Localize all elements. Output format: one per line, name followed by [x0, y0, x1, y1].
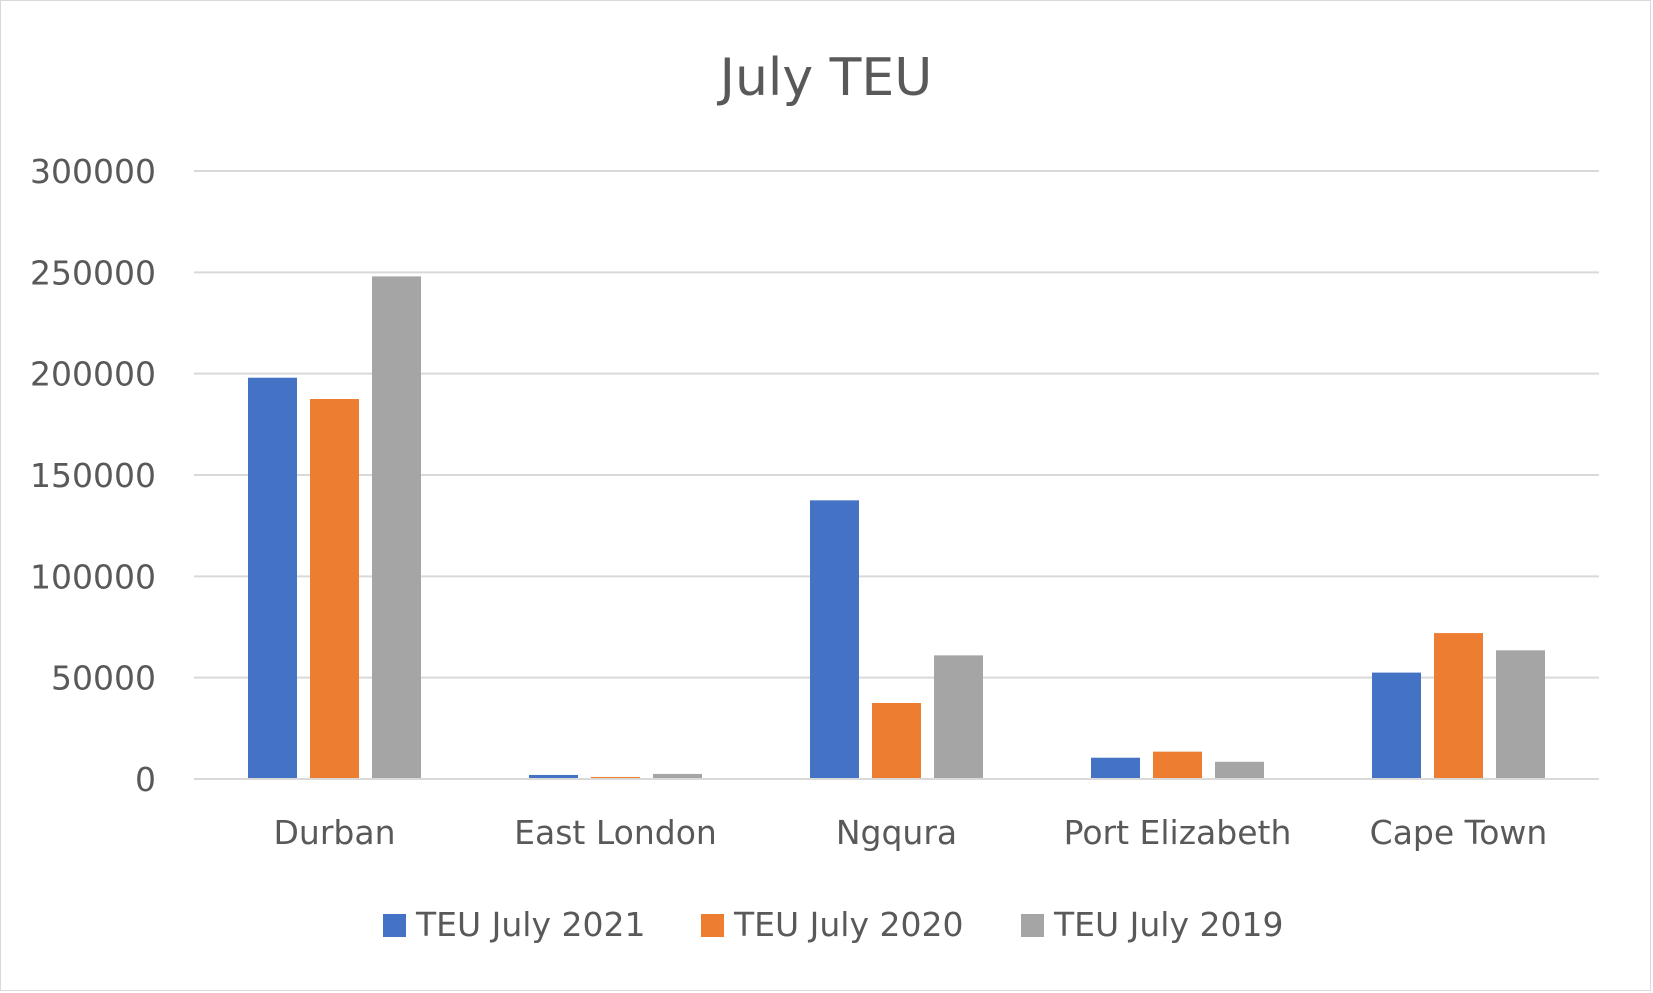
- y-axis-tick-labels: 0 50000 100000 150000 200000 250000 300000: [30, 152, 156, 799]
- bar: [372, 276, 421, 779]
- bar: [591, 776, 640, 779]
- bar: [529, 774, 578, 779]
- legend-label: TEU July 2019: [1053, 905, 1283, 944]
- legend-swatch: [1021, 914, 1044, 937]
- legend-label: TEU July 2020: [733, 905, 963, 944]
- bar: [1091, 757, 1140, 779]
- chart-title: July TEU: [717, 48, 933, 108]
- bar: [1372, 672, 1421, 779]
- y-tick-label: 250000: [30, 253, 156, 292]
- bar: [1153, 751, 1202, 779]
- bar: [872, 703, 921, 779]
- y-tick-label: 0: [135, 760, 156, 799]
- legend-swatch: [383, 914, 406, 937]
- x-axis-category-labels: Durban East London Ngqura Port Elizabeth Cap…: [274, 813, 1548, 852]
- bars: [248, 276, 1545, 779]
- y-tick-label: 200000: [30, 355, 156, 394]
- x-category-label: Cape Town: [1370, 813, 1548, 852]
- bar: [310, 399, 359, 779]
- x-category-label: Port Elizabeth: [1064, 813, 1292, 852]
- x-category-label: East London: [514, 813, 717, 852]
- gridlines: [194, 170, 1599, 679]
- bar: [653, 773, 702, 779]
- x-category-label: Durban: [274, 813, 396, 852]
- y-tick-label: 150000: [30, 456, 156, 495]
- bar: [1215, 761, 1264, 779]
- bar: [1496, 650, 1545, 779]
- bar: [934, 655, 983, 779]
- y-tick-label: 100000: [30, 557, 156, 596]
- legend-label: TEU July 2021: [415, 905, 645, 944]
- x-category-label: Ngqura: [836, 813, 957, 852]
- legend: TEU July 2021 TEU July 2020 TEU July 2019: [383, 905, 1283, 944]
- y-tick-label: 300000: [30, 152, 156, 191]
- bar: [810, 500, 859, 779]
- bar: [248, 377, 297, 779]
- y-tick-label: 50000: [51, 659, 156, 698]
- bar: [1434, 633, 1483, 779]
- legend-swatch: [701, 914, 724, 937]
